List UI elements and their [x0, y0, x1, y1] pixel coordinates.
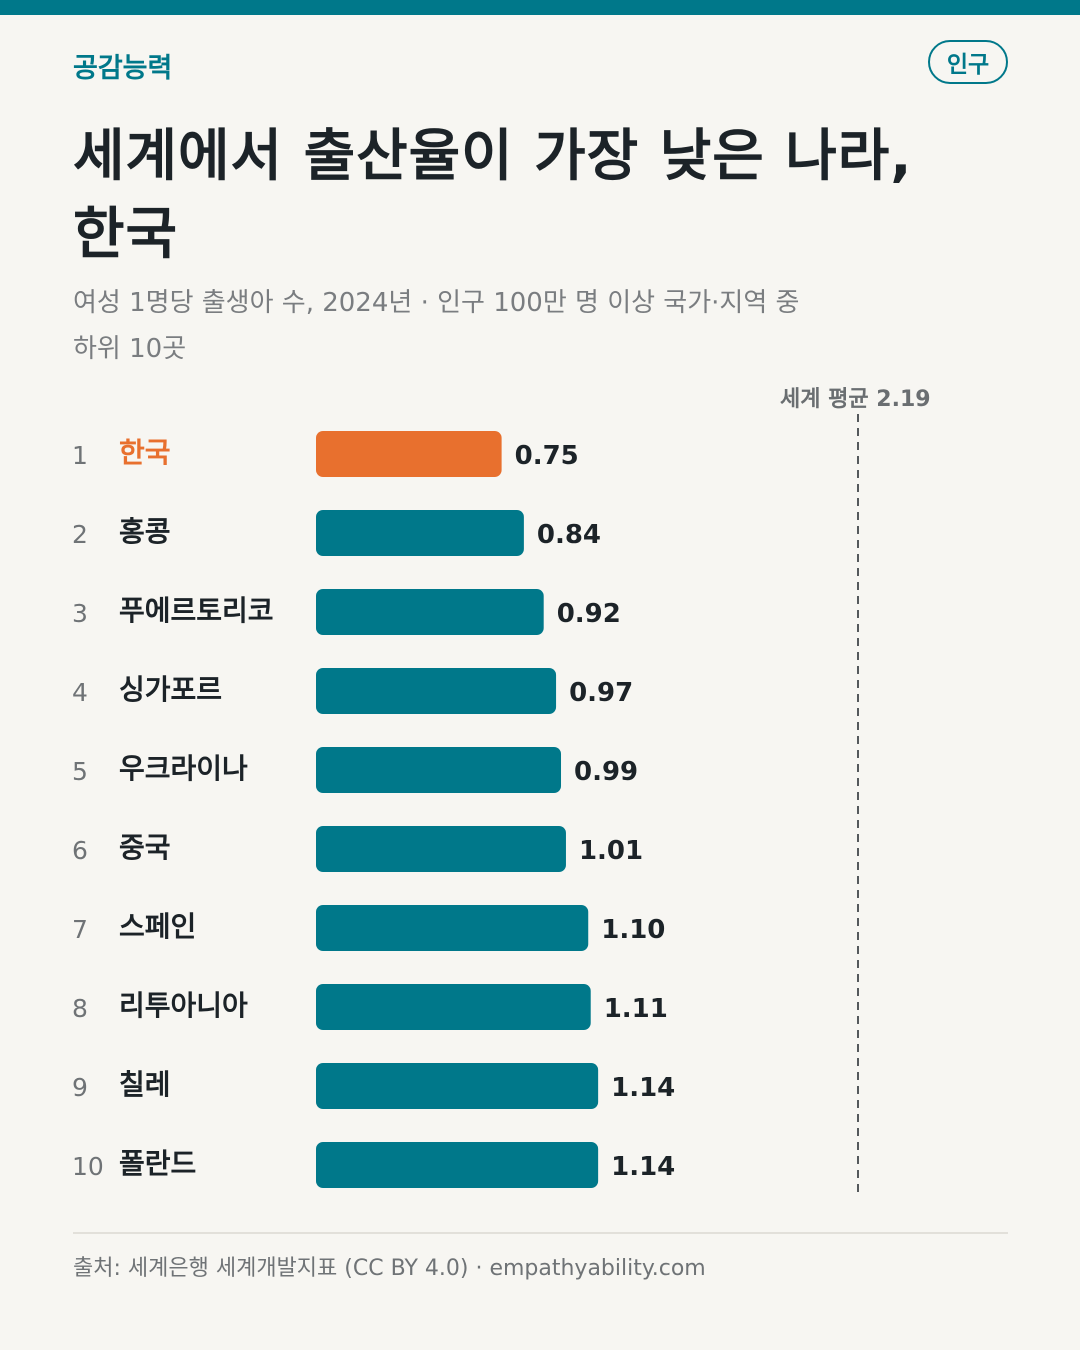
value-label: 0.92: [557, 599, 621, 629]
bar: [316, 984, 591, 1030]
bar: [316, 510, 524, 556]
bar: [316, 905, 589, 951]
rank-label: 1: [72, 441, 88, 470]
page-title: 세계에서 출산율이 가장 낮은 나라, 한국: [73, 118, 1013, 274]
country-label: 홍콩: [119, 515, 171, 548]
rank-label: 4: [72, 678, 88, 707]
country-label: 중국: [119, 831, 171, 864]
footer-divider: [73, 1232, 1008, 1234]
subtitle-line-2: 하위 10곳: [73, 334, 187, 364]
rank-label: 5: [72, 757, 88, 786]
value-label: 1.10: [601, 915, 665, 945]
value-label: 1.11: [604, 994, 668, 1024]
category-tag[interactable]: 인구: [928, 40, 1008, 84]
source-note: 출처: 세계은행 세계개발지표 (CC BY 4.0) · empathyabi…: [73, 1256, 706, 1281]
value-label: 1.14: [611, 1152, 675, 1182]
country-label: 한국: [119, 436, 171, 469]
top-accent-bar: [0, 0, 1080, 15]
chart-subtitle: 여성 1명당 출생아 수, 2024년 · 인구 100만 명 이상 국가·지역…: [73, 280, 973, 372]
value-label: 0.97: [569, 678, 633, 708]
title-line-1: 세계에서 출산율이 가장 낮은 나라,: [73, 124, 913, 189]
world-average-label: 세계 평균 2.19: [780, 387, 931, 412]
rank-label: 8: [72, 994, 88, 1023]
country-label: 폴란드: [119, 1147, 196, 1180]
rank-label: 7: [72, 915, 88, 944]
brand-label: 공감능력: [73, 53, 173, 84]
country-label: 싱가포르: [119, 673, 222, 706]
rank-label: 6: [72, 836, 88, 865]
bar: [316, 747, 562, 793]
bar: [316, 1063, 599, 1109]
bar: [316, 589, 544, 635]
rank-label: 2: [72, 520, 88, 549]
bar: [316, 826, 566, 872]
title-line-2: 한국: [73, 202, 179, 267]
country-label: 리투아니아: [119, 989, 248, 1022]
bar: [316, 1142, 599, 1188]
rank-label: 3: [72, 599, 88, 628]
value-label: 1.01: [579, 836, 643, 866]
country-label: 스페인: [119, 910, 196, 943]
rank-label: 9: [72, 1073, 88, 1102]
value-label: 1.14: [611, 1073, 675, 1103]
value-label: 0.99: [574, 757, 638, 787]
country-label: 푸에르토리코: [119, 594, 274, 627]
country-label: 우크라이나: [119, 752, 248, 785]
value-label: 0.75: [515, 441, 579, 471]
value-label: 0.84: [537, 520, 601, 550]
bar: [316, 668, 557, 714]
country-label: 칠레: [119, 1068, 171, 1101]
subtitle-line-1: 여성 1명당 출생아 수, 2024년 · 인구 100만 명 이상 국가·지역…: [73, 288, 800, 318]
bar: [316, 431, 502, 477]
bar-chart: 세계 평균 2.19 1 한국 0.75 2 홍콩 0.84 3 푸에르토리코 0.92 4 싱가포르…: [72, 387, 931, 1198]
rank-label: 10: [72, 1152, 104, 1181]
